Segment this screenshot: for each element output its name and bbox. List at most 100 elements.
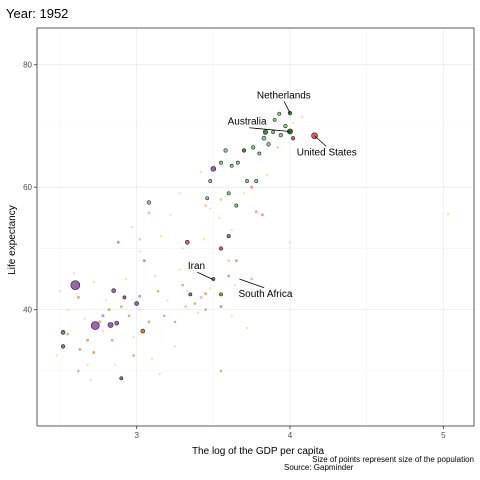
data-point <box>130 225 134 229</box>
data-point <box>219 369 223 373</box>
data-point <box>101 314 105 318</box>
data-point <box>66 332 69 336</box>
data-point <box>226 234 231 239</box>
data-point <box>271 130 276 134</box>
y-tick-label: 80 <box>23 61 32 70</box>
data-point <box>104 299 108 302</box>
data-point <box>60 330 66 335</box>
data-point <box>291 121 295 125</box>
data-point <box>119 305 123 308</box>
data-point <box>186 290 189 293</box>
data-point <box>86 363 89 366</box>
y-axis-title: Life expectancy <box>7 205 18 275</box>
plot-grid <box>37 28 474 426</box>
data-point <box>229 163 234 168</box>
data-point <box>110 338 114 342</box>
data-point <box>188 292 193 297</box>
data-point <box>181 247 184 250</box>
data-point <box>60 344 66 349</box>
caption-line-1: Size of points represent size of the pop… <box>312 455 474 464</box>
data-point <box>86 338 90 342</box>
annotation-label: United States <box>297 147 357 158</box>
data-point <box>169 213 172 216</box>
data-point <box>251 145 256 150</box>
data-point <box>266 142 271 147</box>
data-point <box>202 238 206 241</box>
data-point <box>83 317 86 321</box>
chart-title: Year: 1952 <box>6 6 68 21</box>
data-point <box>98 320 102 324</box>
data-point <box>204 292 208 296</box>
data-point <box>77 369 80 373</box>
x-axis-title: The log of the GDP per capita <box>192 446 325 457</box>
data-point <box>132 354 135 357</box>
data-point <box>199 295 203 299</box>
annotation-leader-line <box>197 271 214 281</box>
annotation-leader-line <box>314 135 327 147</box>
data-point <box>173 345 177 348</box>
data-point <box>66 308 69 311</box>
annotation-label: Netherlands <box>257 90 311 101</box>
data-point <box>261 135 267 141</box>
data-point <box>290 136 296 141</box>
data-point <box>230 314 233 317</box>
data-point <box>147 211 151 215</box>
data-point <box>446 212 450 216</box>
data-point <box>208 179 213 183</box>
data-point <box>158 372 161 376</box>
data-point <box>132 336 135 339</box>
data-point <box>196 311 200 314</box>
data-point <box>193 302 197 305</box>
data-point <box>233 283 236 287</box>
annotation-leader-line <box>239 278 265 289</box>
annotation-label: Iran <box>188 261 205 272</box>
annotations: Netherlands Australia United States Iran Sou… <box>188 90 357 299</box>
data-point <box>242 192 246 195</box>
data-point <box>219 160 223 165</box>
data-point <box>245 326 249 330</box>
data-point <box>166 299 169 302</box>
data-point <box>234 203 239 208</box>
data-point <box>199 170 203 174</box>
data-point <box>178 268 181 272</box>
data-point <box>146 200 152 205</box>
data-point <box>138 237 142 241</box>
data-point <box>230 228 233 232</box>
data-point <box>184 305 188 308</box>
data-point <box>301 115 304 118</box>
data-point <box>178 192 181 195</box>
y-tick-label: 60 <box>23 183 32 192</box>
annotation-leader-line <box>283 101 291 114</box>
data-point <box>204 204 207 207</box>
data-point <box>92 351 96 355</box>
data-point <box>184 240 190 245</box>
data-point <box>107 322 114 328</box>
data-point <box>147 320 151 324</box>
data-point <box>124 277 128 281</box>
plot-panel <box>36 27 475 427</box>
data-point <box>58 290 62 293</box>
data-point <box>89 378 92 382</box>
data-point <box>101 329 105 333</box>
y-tick-label: 40 <box>23 306 32 315</box>
data-point <box>162 314 166 318</box>
data-point <box>134 301 139 306</box>
data-point <box>241 148 247 153</box>
annotation-leader-line <box>249 127 291 132</box>
x-tick-label: 4 <box>288 431 293 440</box>
data-point <box>250 185 254 189</box>
data-point <box>219 305 223 309</box>
data-point <box>150 357 154 360</box>
data-point <box>127 314 131 318</box>
data-point <box>181 283 184 287</box>
caption-line-2: Source: Gapminder <box>284 463 354 472</box>
data-point <box>219 198 223 201</box>
data-point <box>204 308 207 311</box>
x-tick-label: 5 <box>441 431 446 440</box>
data-point <box>250 277 254 281</box>
data-point <box>226 191 231 196</box>
data-point <box>160 234 163 238</box>
annotation-label: Australia <box>228 117 267 128</box>
data-point <box>193 265 197 268</box>
